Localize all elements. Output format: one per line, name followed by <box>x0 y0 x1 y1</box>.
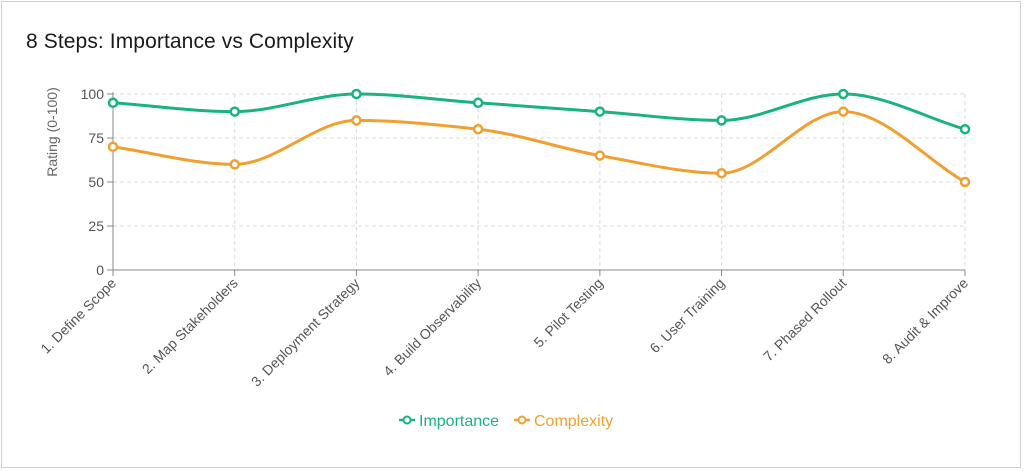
y-tick-label: 50 <box>88 174 104 190</box>
legend-item-complexity[interactable]: Complexity <box>514 413 613 430</box>
y-tick-label: 100 <box>81 86 105 102</box>
chart-title: 8 Steps: Importance vs Complexity <box>26 30 354 53</box>
grid <box>112 93 966 270</box>
legend-label: Complexity <box>534 413 613 430</box>
data-point-importance-3[interactable] <box>351 88 362 100</box>
series-line-complexity <box>111 110 967 184</box>
x-tick-label: 7. Phased Rollout <box>760 275 850 365</box>
data-point-complexity-4[interactable] <box>472 123 484 135</box>
x-tick-label: 5. Pilot Testing <box>530 275 606 351</box>
y-tick-label: 25 <box>88 218 104 234</box>
data-point-importance-6[interactable] <box>716 115 727 126</box>
x-tick-label: 2. Map Stakeholders <box>139 275 241 377</box>
data-point-importance-4[interactable] <box>472 97 484 109</box>
x-tick-label: 8. Audit & Improve <box>879 275 971 367</box>
x-tick-label: 6. User Training <box>646 275 727 356</box>
x-tick-label: 1. Define Scope <box>37 275 119 357</box>
legend-label: Importance <box>419 413 499 430</box>
x-tick-label: 4. Build Observability <box>380 275 484 379</box>
legend-swatch-marker <box>517 415 527 425</box>
legend-item-importance[interactable]: Importance <box>399 413 499 430</box>
data-point-importance-2[interactable] <box>229 106 240 117</box>
legend-swatch-marker <box>402 415 412 425</box>
axes: 0 25 50 75 100 1. Define Scope 2. Map Stakehol… <box>37 86 971 390</box>
data-point-complexity-2[interactable] <box>229 159 240 170</box>
data-point-importance-7[interactable] <box>838 88 849 100</box>
data-point-complexity-6[interactable] <box>716 167 727 179</box>
y-axis-title: Rating (0-100) <box>44 87 60 177</box>
data-point-importance-1[interactable] <box>107 97 119 109</box>
series <box>107 88 971 188</box>
data-point-complexity-3[interactable] <box>351 115 362 126</box>
y-tick-label: 0 <box>96 262 104 278</box>
data-point-complexity-1[interactable] <box>107 141 119 153</box>
y-tick-label: 75 <box>88 130 104 146</box>
data-point-complexity-5[interactable] <box>594 150 606 161</box>
series-line-importance <box>111 92 967 131</box>
data-point-complexity-7[interactable] <box>838 106 849 117</box>
x-tick-label: 3. Deployment Strategy <box>248 275 363 390</box>
legend: Importance Complexity <box>399 413 613 430</box>
data-point-importance-8[interactable] <box>959 123 971 135</box>
data-point-complexity-8[interactable] <box>959 176 971 188</box>
data-point-importance-5[interactable] <box>594 106 606 117</box>
